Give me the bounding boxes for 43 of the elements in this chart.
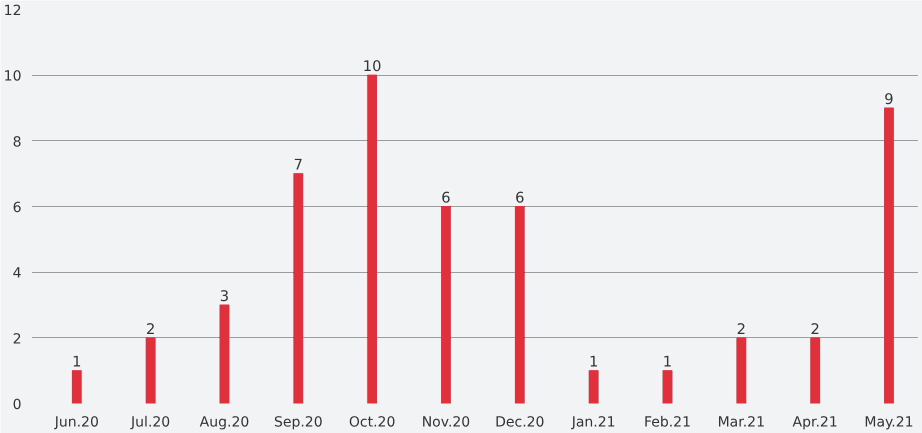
bar — [441, 206, 451, 404]
bar — [810, 337, 820, 404]
bar — [884, 108, 894, 404]
y-tick-label: 0 — [12, 397, 22, 413]
x-tick-label: May.21 — [864, 414, 914, 430]
x-tick-label: Apr.21 — [792, 414, 838, 430]
bar — [514, 206, 525, 404]
bar — [146, 337, 156, 404]
bar — [662, 370, 672, 404]
data-label: 6 — [515, 190, 524, 206]
y-tick-label: 4 — [12, 266, 22, 282]
data-label: 1 — [72, 354, 82, 371]
x-tick-label: Jul.20 — [130, 414, 170, 430]
y-tick-label: 2 — [12, 331, 22, 348]
x-tick-label: Aug.20 — [200, 414, 250, 430]
data-label: 7 — [294, 156, 303, 174]
bar — [588, 370, 599, 404]
x-tick-label: Jun.20 — [54, 414, 99, 430]
data-label: 1 — [588, 354, 598, 371]
bar — [736, 337, 746, 404]
y-tick-label: 10 — [4, 68, 22, 85]
data-label: 9 — [884, 91, 894, 108]
data-label: 2 — [810, 320, 820, 338]
data-label: 1 — [662, 354, 672, 371]
y-tick-label: 12 — [4, 3, 22, 19]
y-tick-label: 6 — [12, 200, 22, 216]
x-tick-label: Mar.21 — [718, 414, 766, 430]
x-tick-label: Oct.20 — [348, 414, 396, 430]
bar — [220, 304, 230, 404]
data-label: 2 — [146, 320, 156, 338]
x-tick-label: Jan.21 — [570, 414, 616, 430]
y-tick-label: 8 — [12, 134, 22, 150]
bar — [293, 173, 304, 404]
x-tick-label: Sep.20 — [274, 414, 323, 430]
bar — [72, 370, 82, 404]
x-tick-label: Feb.21 — [644, 414, 692, 430]
bar — [367, 74, 378, 404]
x-tick-label: Dec.20 — [495, 414, 544, 430]
data-label: 6 — [441, 190, 451, 206]
data-label: 10 — [362, 58, 382, 76]
x-tick-label: Nov.20 — [422, 414, 470, 430]
data-label: 3 — [220, 288, 230, 305]
data-label: 2 — [736, 320, 746, 338]
